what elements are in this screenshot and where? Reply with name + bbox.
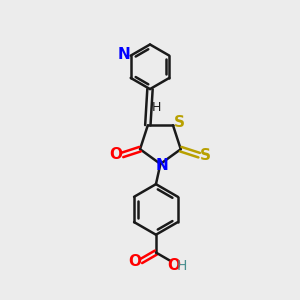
Text: S: S — [200, 148, 211, 163]
Text: O: O — [110, 147, 122, 162]
Text: H: H — [152, 101, 162, 114]
Text: N: N — [118, 46, 130, 62]
Text: H: H — [177, 259, 187, 273]
Text: O: O — [128, 254, 141, 269]
Text: O: O — [167, 258, 180, 273]
Text: S: S — [174, 116, 185, 130]
Text: N: N — [155, 158, 168, 173]
